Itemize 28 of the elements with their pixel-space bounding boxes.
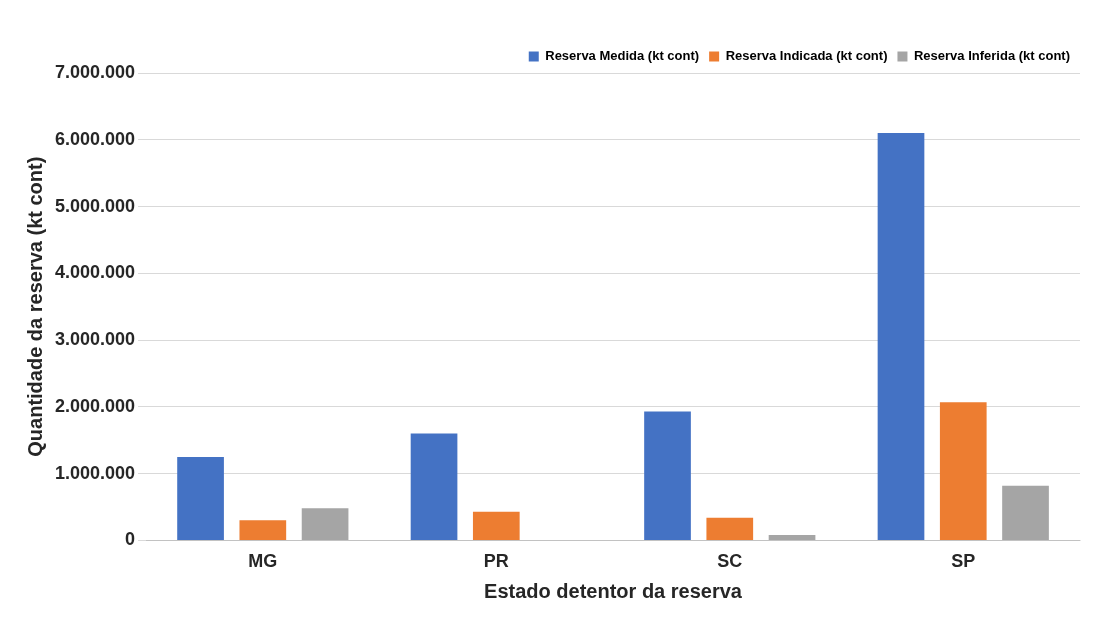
x-tick-label: SC — [717, 551, 743, 572]
y-tick-label: 4.000.000 — [55, 262, 136, 283]
y-tick-label: 6.000.000 — [55, 128, 136, 149]
legend-label: Reserva Medida (kt cont) — [545, 48, 700, 64]
y-tick-label: 1.000.000 — [55, 462, 136, 483]
x-tick-label: MG — [248, 551, 278, 572]
bar — [706, 517, 754, 540]
y-axis-title: Quantidade da reserva (kt cont) — [23, 156, 46, 457]
bar — [410, 433, 458, 540]
x-tick-label: SP — [951, 551, 976, 572]
x-tick-label: PR — [483, 551, 509, 572]
bar — [239, 520, 287, 540]
y-tick-label: 5.000.000 — [55, 195, 136, 216]
bar — [644, 411, 691, 540]
bar — [768, 535, 816, 540]
y-tick-label: 7.000.000 — [55, 61, 136, 82]
bar — [939, 402, 987, 540]
x-axis-title: Estado detentor da reserva — [484, 579, 743, 602]
bar — [1002, 485, 1049, 540]
y-tick-label: 3.000.000 — [55, 329, 136, 350]
y-tick-label: 2.000.000 — [55, 395, 136, 416]
bar — [301, 508, 349, 540]
legend-label: Reserva Inferida (kt cont) — [913, 48, 1070, 64]
y-tick-label: 0 — [125, 529, 136, 550]
bar — [472, 511, 520, 540]
legend-label: Reserva Indicada (kt cont) — [725, 48, 888, 64]
bar — [177, 456, 224, 540]
bar — [877, 133, 925, 540]
